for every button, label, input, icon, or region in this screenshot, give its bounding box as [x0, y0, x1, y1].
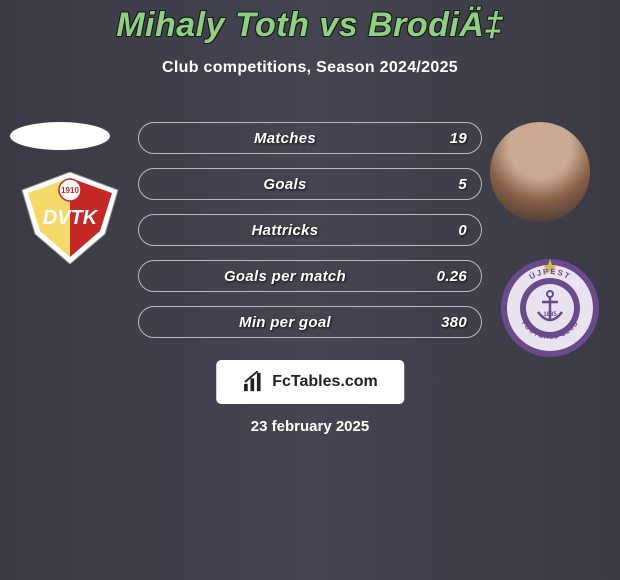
club-right-year: 1885: [543, 312, 557, 318]
table-row: Hattricks 0: [138, 214, 482, 246]
stat-label: Goals per match: [153, 268, 417, 285]
club-logo-left: 1910 DVTK: [20, 172, 120, 264]
stat-right: 0.26: [417, 268, 467, 285]
stat-label: Matches: [153, 130, 417, 147]
stat-right: 5: [417, 176, 467, 193]
player-left-portrait: [10, 122, 110, 150]
stat-label: Hattricks: [153, 222, 417, 239]
table-row: Matches 19: [138, 122, 482, 154]
fctables-badge[interactable]: FcTables.com: [216, 360, 404, 404]
stats-table: Matches 19 Goals 5 Hattricks 0 Goals per…: [138, 122, 482, 352]
club-logo-right: ÚJPEST FOOTBALL CLUB 1885: [500, 258, 600, 358]
bars-icon: [242, 371, 264, 393]
subtitle: Club competitions, Season 2024/2025: [0, 59, 620, 77]
table-row: Goals per match 0.26: [138, 260, 482, 292]
page-title: Mihaly Toth vs BrodiÄ‡: [0, 0, 620, 45]
date-text: 23 february 2025: [0, 418, 620, 435]
stat-label: Goals: [153, 176, 417, 193]
stat-right: 0: [417, 222, 467, 239]
content: Mihaly Toth vs BrodiÄ‡ Club competitions…: [0, 0, 620, 580]
table-row: Goals 5: [138, 168, 482, 200]
stat-label: Min per goal: [153, 314, 417, 331]
club-left-year: 1910: [61, 186, 79, 195]
table-row: Min per goal 380: [138, 306, 482, 338]
club-left-name: DVTK: [43, 207, 99, 229]
player-right-portrait: [490, 122, 590, 222]
badge-label: FcTables.com: [272, 373, 378, 391]
stat-right: 380: [417, 314, 467, 331]
stat-right: 19: [417, 130, 467, 147]
